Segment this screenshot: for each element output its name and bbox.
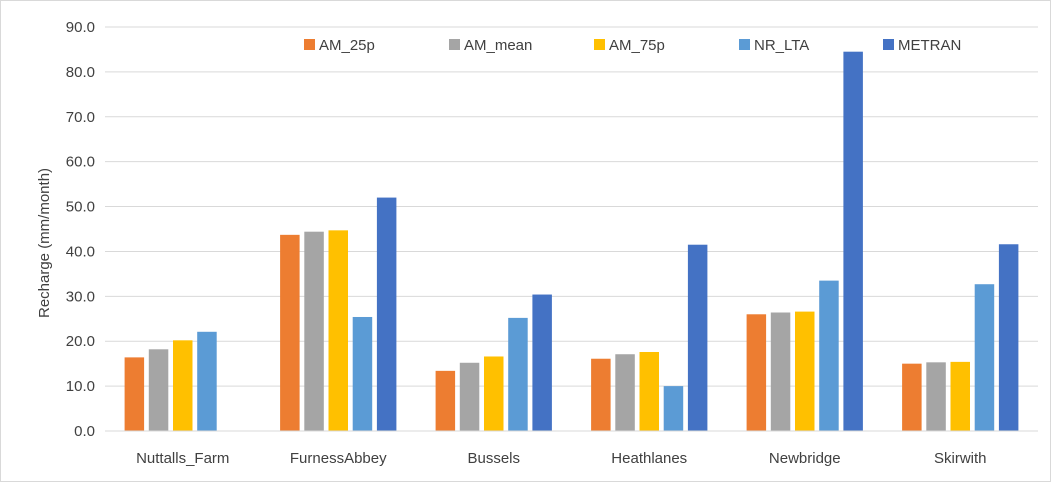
legend-swatch bbox=[883, 39, 894, 50]
bar bbox=[687, 244, 708, 431]
bar bbox=[376, 197, 397, 431]
x-tick-label: Newbridge bbox=[769, 450, 841, 467]
x-axis-tick-labels: Nuttalls_Farm FurnessAbbey Bussels Heathlan… bbox=[136, 450, 986, 467]
bar bbox=[124, 357, 145, 431]
bar bbox=[173, 340, 193, 431]
y-tick-label: 10.0 bbox=[66, 378, 95, 395]
bar bbox=[639, 351, 659, 431]
bar bbox=[280, 234, 300, 431]
legend-swatch bbox=[594, 39, 605, 50]
bar bbox=[843, 51, 863, 431]
legend-label: AM_25p bbox=[319, 37, 375, 54]
x-tick-label: Nuttalls_Farm bbox=[136, 450, 229, 467]
bar bbox=[508, 317, 528, 431]
x-tick-label: Bussels bbox=[467, 450, 520, 467]
y-tick-label: 90.0 bbox=[66, 19, 95, 36]
legend-label: AM_75p bbox=[609, 37, 665, 54]
bars bbox=[124, 51, 1019, 431]
bar bbox=[148, 349, 169, 431]
x-tick-label: Skirwith bbox=[934, 450, 987, 467]
y-tick-label: 0.0 bbox=[74, 423, 95, 440]
bar bbox=[591, 358, 611, 431]
legend-label: AM_mean bbox=[464, 37, 532, 54]
y-tick-label: 30.0 bbox=[66, 288, 95, 305]
bar bbox=[532, 294, 552, 431]
y-axis-label: Recharge (mm/month) bbox=[36, 168, 53, 318]
bar bbox=[974, 284, 995, 431]
bar bbox=[950, 361, 970, 431]
y-axis-tick-labels: 0.0 10.0 20.0 30.0 40.0 50.0 60.0 70.0 80.0 90.0 bbox=[66, 19, 95, 440]
y-tick-label: 20.0 bbox=[66, 333, 95, 350]
bar bbox=[746, 314, 767, 431]
y-tick-label: 40.0 bbox=[66, 243, 95, 260]
y-tick-label: 70.0 bbox=[66, 109, 95, 126]
bar bbox=[615, 354, 635, 431]
bar bbox=[459, 362, 480, 431]
bar bbox=[902, 363, 922, 431]
y-tick-label: 80.0 bbox=[66, 64, 95, 81]
legend-swatch bbox=[449, 39, 460, 50]
bar bbox=[998, 244, 1019, 431]
bar bbox=[663, 386, 684, 431]
bar bbox=[197, 331, 217, 431]
y-tick-label: 50.0 bbox=[66, 199, 95, 216]
bar bbox=[770, 312, 791, 431]
x-tick-label: Heathlanes bbox=[611, 450, 687, 467]
legend-label: METRAN bbox=[898, 37, 961, 54]
bar bbox=[435, 370, 456, 431]
bar bbox=[304, 231, 324, 431]
bar bbox=[484, 356, 504, 431]
legend-swatch bbox=[739, 39, 750, 50]
gridlines bbox=[105, 26, 1038, 387]
bar bbox=[819, 280, 839, 431]
y-tick-label: 60.0 bbox=[66, 154, 95, 171]
legend: AM_25p AM_mean AM_75p NR_LTA METRAN bbox=[304, 37, 961, 54]
bar bbox=[328, 230, 348, 431]
bar bbox=[926, 362, 946, 431]
bar bbox=[795, 311, 815, 431]
legend-swatch bbox=[304, 39, 315, 50]
x-tick-label: FurnessAbbey bbox=[290, 450, 387, 467]
legend-label: NR_LTA bbox=[754, 37, 809, 54]
bar bbox=[352, 316, 373, 431]
